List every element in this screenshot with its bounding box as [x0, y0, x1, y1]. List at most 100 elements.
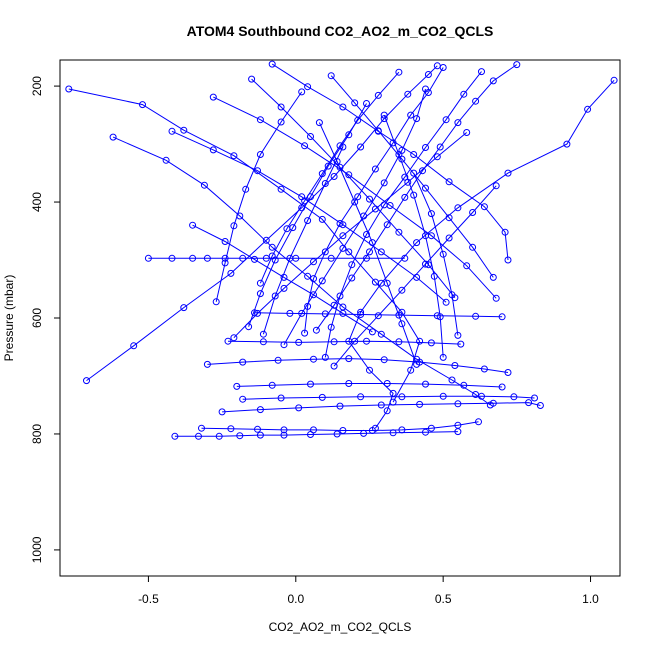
data-point: [298, 309, 306, 317]
data-point: [363, 231, 370, 238]
data-point: [168, 127, 176, 135]
series-3: [109, 133, 494, 409]
data-point: [336, 402, 344, 410]
data-point: [368, 328, 376, 336]
data-point: [277, 185, 285, 193]
data-point: [510, 393, 518, 401]
data-point: [348, 274, 356, 282]
data-point: [336, 292, 344, 300]
data-point: [439, 353, 447, 361]
data-point: [504, 256, 512, 264]
data-point: [286, 309, 294, 317]
data-point: [536, 402, 544, 409]
data-point: [383, 407, 391, 415]
y-tick-label: 600: [30, 308, 44, 328]
data-point: [448, 376, 456, 384]
chart-title: ATOM4 Southbound CO2_AO2_m_CO2_QCLS: [187, 23, 494, 39]
series-13: [312, 61, 521, 334]
data-point: [195, 432, 202, 440]
series-line: [251, 78, 456, 299]
data-point: [230, 152, 238, 160]
data-point: [368, 427, 376, 434]
series-24: [245, 100, 370, 331]
series-8: [239, 392, 538, 403]
series-6: [198, 418, 482, 434]
series-line: [222, 402, 541, 413]
data-point: [410, 151, 418, 158]
data-point: [363, 254, 370, 262]
data-point: [215, 432, 223, 440]
series-line: [112, 136, 491, 406]
data-point: [310, 426, 317, 434]
data-point: [445, 234, 453, 242]
data-point: [242, 185, 250, 193]
x-axis: -0.5 0.0 0.5 1.0: [138, 576, 599, 606]
data-point: [407, 366, 415, 374]
data-point: [268, 243, 276, 251]
data-point: [475, 418, 482, 426]
data-point: [321, 180, 329, 187]
data-point: [307, 133, 314, 140]
data-point: [395, 311, 403, 319]
data-point: [357, 393, 365, 401]
data-point: [366, 248, 373, 256]
data-point: [413, 239, 421, 247]
data-point: [433, 153, 441, 161]
y-tick-label: 800: [30, 424, 44, 444]
data-point: [310, 275, 317, 283]
data-point: [310, 355, 317, 363]
data-point: [189, 254, 197, 262]
data-point: [398, 426, 406, 434]
series-line: [333, 185, 497, 367]
data-point: [448, 291, 456, 299]
data-point: [351, 198, 359, 206]
data-point: [374, 127, 382, 135]
data-point: [327, 323, 335, 331]
data-point: [280, 431, 288, 439]
data-point: [383, 221, 391, 229]
series-1: [65, 85, 424, 406]
series-line: [171, 130, 447, 303]
series-line: [259, 71, 400, 284]
data-point: [271, 256, 279, 264]
data-point: [336, 163, 344, 171]
data-point: [339, 103, 347, 111]
data-point: [144, 254, 152, 262]
data-point: [304, 217, 312, 225]
data-point: [310, 291, 317, 299]
data-point: [268, 381, 276, 389]
data-point: [256, 431, 264, 439]
y-tick-label: 400: [30, 192, 44, 212]
data-point: [584, 105, 592, 113]
series-line: [233, 132, 468, 339]
data-point: [501, 228, 509, 236]
data-point: [422, 232, 429, 240]
data-point: [489, 273, 497, 281]
data-point: [395, 68, 403, 76]
series-19: [168, 127, 450, 306]
data-point: [345, 131, 353, 139]
data-point: [460, 90, 468, 98]
data-point: [139, 101, 146, 109]
data-point: [457, 340, 465, 348]
data-point: [401, 254, 409, 262]
data-point: [198, 424, 205, 432]
data-point: [422, 380, 429, 388]
data-point: [348, 261, 356, 269]
series-25: [380, 111, 447, 361]
series-line: [207, 358, 509, 373]
series-29: [189, 221, 376, 336]
series-7: [218, 399, 544, 416]
data-point: [301, 142, 309, 150]
data-point: [254, 167, 261, 175]
data-point: [318, 393, 326, 401]
data-point: [398, 393, 406, 401]
data-point: [318, 277, 326, 285]
data-point: [469, 209, 477, 216]
series-0: [345, 76, 618, 432]
data-point: [442, 116, 450, 124]
x-tick-label: 1.0: [582, 592, 599, 606]
series-11: [233, 380, 506, 391]
series-line: [248, 103, 367, 327]
